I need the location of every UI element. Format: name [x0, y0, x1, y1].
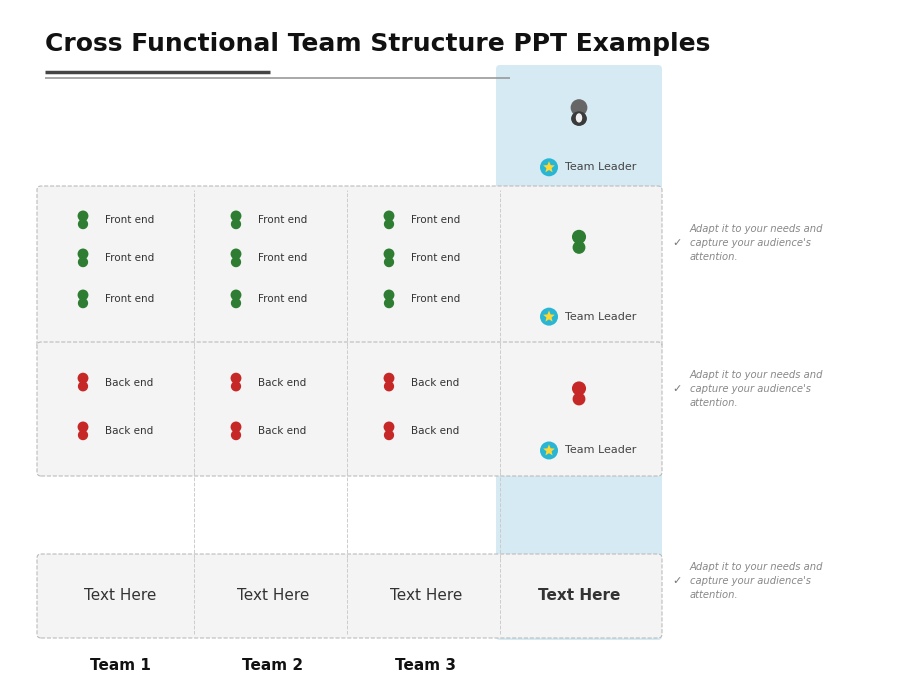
Text: ✓: ✓ [671, 384, 681, 394]
Text: Front end: Front end [105, 253, 154, 263]
Text: Text Here: Text Here [84, 588, 156, 603]
Circle shape [539, 158, 558, 176]
Circle shape [230, 248, 241, 259]
Ellipse shape [571, 112, 586, 125]
Text: Front end: Front end [258, 215, 307, 226]
Ellipse shape [78, 220, 87, 228]
Text: Back end: Back end [105, 426, 153, 436]
Ellipse shape [78, 431, 87, 440]
Ellipse shape [78, 299, 87, 308]
Circle shape [77, 373, 88, 384]
Text: Team 3: Team 3 [395, 659, 456, 674]
Circle shape [384, 373, 394, 384]
Text: Text Here: Text Here [237, 588, 309, 603]
Text: Team 2: Team 2 [242, 659, 303, 674]
Circle shape [77, 211, 88, 222]
Ellipse shape [384, 431, 393, 440]
Circle shape [571, 382, 586, 395]
Ellipse shape [573, 393, 584, 405]
Circle shape [539, 441, 558, 460]
Ellipse shape [231, 220, 241, 228]
Circle shape [570, 100, 586, 116]
FancyBboxPatch shape [37, 186, 661, 350]
Text: Adapt it to your needs and
capture your audience's
attention.: Adapt it to your needs and capture your … [690, 224, 823, 262]
Ellipse shape [384, 299, 393, 308]
Text: Text Here: Text Here [537, 588, 619, 603]
Ellipse shape [231, 382, 241, 391]
Circle shape [77, 421, 88, 432]
Ellipse shape [384, 258, 393, 267]
Circle shape [384, 248, 394, 259]
FancyBboxPatch shape [496, 65, 661, 640]
Text: Front end: Front end [105, 294, 154, 304]
Circle shape [230, 289, 241, 300]
Circle shape [230, 211, 241, 222]
Circle shape [384, 289, 394, 300]
Text: Adapt it to your needs and
capture your audience's
attention.: Adapt it to your needs and capture your … [690, 370, 823, 408]
Text: Text Here: Text Here [389, 588, 462, 603]
Text: ✓: ✓ [671, 238, 681, 248]
Ellipse shape [231, 299, 241, 308]
Circle shape [230, 373, 241, 384]
Text: Adapt it to your needs and
capture your audience's
attention.: Adapt it to your needs and capture your … [690, 562, 823, 600]
Ellipse shape [78, 258, 87, 267]
Text: Cross Functional Team Structure PPT Examples: Cross Functional Team Structure PPT Exam… [45, 32, 710, 56]
Text: Back end: Back end [411, 378, 459, 388]
Text: Front end: Front end [258, 253, 307, 263]
Circle shape [77, 248, 88, 259]
Ellipse shape [384, 220, 393, 228]
Text: Front end: Front end [258, 294, 307, 304]
Text: Team Leader: Team Leader [565, 312, 636, 321]
Text: ✓: ✓ [671, 576, 681, 586]
Circle shape [77, 289, 88, 300]
Circle shape [230, 421, 241, 432]
Circle shape [571, 230, 586, 244]
Text: Back end: Back end [258, 378, 306, 388]
Ellipse shape [573, 241, 584, 253]
Text: Team 1: Team 1 [89, 659, 150, 674]
Text: Back end: Back end [258, 426, 306, 436]
Polygon shape [543, 311, 554, 321]
Text: Front end: Front end [411, 253, 460, 263]
Text: Front end: Front end [411, 215, 460, 226]
Ellipse shape [231, 258, 241, 267]
Circle shape [384, 421, 394, 432]
Ellipse shape [384, 382, 393, 391]
Polygon shape [543, 161, 554, 172]
Circle shape [539, 308, 558, 326]
Ellipse shape [78, 382, 87, 391]
Text: Back end: Back end [411, 426, 459, 436]
Circle shape [384, 211, 394, 222]
Ellipse shape [231, 431, 241, 440]
Text: Front end: Front end [411, 294, 460, 304]
FancyBboxPatch shape [37, 342, 661, 476]
FancyBboxPatch shape [37, 554, 661, 638]
Ellipse shape [576, 114, 581, 122]
Text: Team Leader: Team Leader [565, 445, 636, 456]
Text: Back end: Back end [105, 378, 153, 388]
Text: Team Leader: Team Leader [565, 162, 636, 172]
Polygon shape [543, 445, 554, 456]
Text: Front end: Front end [105, 215, 154, 226]
